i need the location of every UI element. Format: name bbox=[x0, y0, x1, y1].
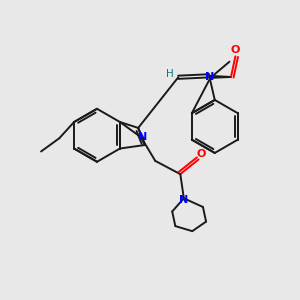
Text: N: N bbox=[205, 72, 214, 82]
Text: O: O bbox=[231, 46, 240, 56]
Text: N: N bbox=[179, 195, 188, 205]
Text: N: N bbox=[138, 132, 147, 142]
Text: H: H bbox=[166, 69, 174, 79]
Text: O: O bbox=[197, 149, 206, 159]
